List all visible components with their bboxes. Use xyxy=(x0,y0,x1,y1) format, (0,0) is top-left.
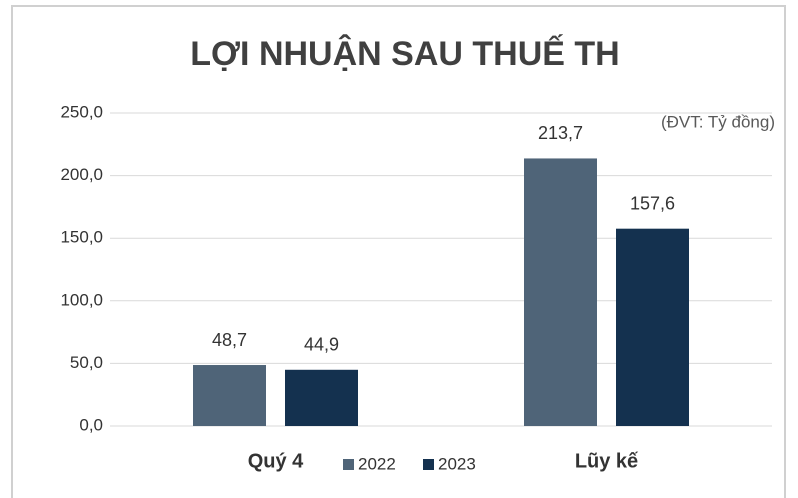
legend-swatch xyxy=(423,459,434,470)
y-tick-label: 150,0 xyxy=(60,228,103,247)
unit-note: (ĐVT: Tỷ đồng) xyxy=(661,112,775,131)
y-tick-label: 250,0 xyxy=(60,102,103,121)
value-label: 48,7 xyxy=(212,330,247,350)
y-tick-label: 100,0 xyxy=(60,290,103,309)
legend-swatch xyxy=(343,459,354,470)
y-tick-label: 50,0 xyxy=(70,353,103,372)
x-tick-label: Lũy kế xyxy=(575,450,639,472)
bar xyxy=(285,369,358,426)
bar xyxy=(193,365,266,426)
x-tick-label: Quý 4 xyxy=(248,450,304,472)
y-tick-label: 200,0 xyxy=(60,165,103,184)
chart-title: LỢI NHUẬN SAU THUẾ TH xyxy=(190,35,619,73)
value-label: 44,9 xyxy=(304,335,339,355)
value-label: 157,6 xyxy=(630,193,675,213)
value-label: 213,7 xyxy=(538,123,583,143)
legend-label: 2023 xyxy=(438,454,476,473)
bar xyxy=(524,158,597,426)
y-tick-label: 0,0 xyxy=(79,415,103,434)
legend-label: 2022 xyxy=(358,454,396,473)
bar xyxy=(616,228,689,426)
